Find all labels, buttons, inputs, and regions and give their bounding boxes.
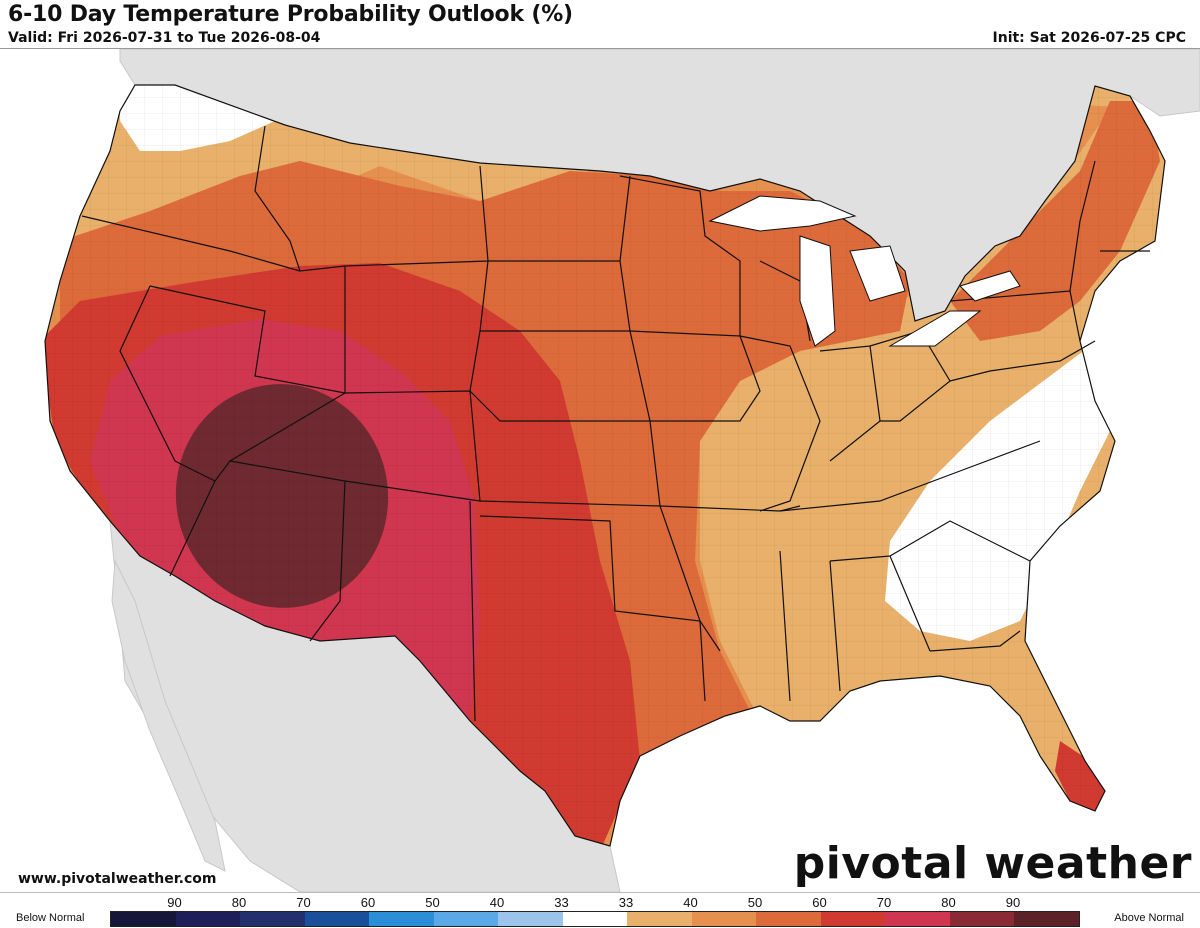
website-url[interactable]: www.pivotalweather.com [18, 871, 217, 887]
legend-swatch [369, 912, 434, 926]
legend-swatch [175, 912, 240, 926]
legend-swatch [304, 912, 369, 926]
legend-swatch [1014, 912, 1079, 926]
legend: Below Normal 90 80 70 60 50 40 33 33 40 50 60 70 80 9… [0, 892, 1200, 928]
baja-land [111, 559, 226, 872]
brand-text: pivotal weather [793, 838, 1192, 889]
legend-tick: 90 [167, 895, 182, 910]
legend-swatch [820, 912, 885, 926]
legend-above-normal: Above Normal [1114, 912, 1184, 924]
legend-tick: 70 [876, 895, 892, 910]
map-canvas[interactable] [0, 48, 1200, 892]
header: 6-10 Day Temperature Probability Outlook… [0, 0, 1200, 48]
legend-tick: 40 [489, 895, 505, 910]
legend-tick: 60 [812, 895, 827, 910]
legend-tick: 90 [1005, 895, 1021, 910]
legend-below-normal: Below Normal [16, 912, 85, 924]
legend-swatch [885, 912, 950, 926]
legend-swatch [627, 912, 692, 926]
legend-tick: 60 [360, 895, 376, 910]
state-borders [44, 84, 1166, 847]
legend-tick: 40 [683, 895, 698, 910]
legend-tick: 50 [747, 895, 763, 910]
brand-logo: pivotal weather [794, 838, 1192, 889]
great-lakes [708, 195, 1021, 347]
legend-tick: 80 [941, 895, 956, 910]
legend-swatch [562, 912, 627, 926]
legend-swatch [498, 912, 563, 926]
legend-swatch [949, 912, 1014, 926]
legend-tick: 33 [618, 895, 634, 910]
legend-tick: 33 [554, 895, 569, 910]
valid-period: Valid: Fri 2026-07-31 to Tue 2026-08-04 [8, 30, 321, 46]
legend-tick: 80 [231, 895, 247, 910]
legend-tick: 50 [425, 895, 440, 910]
legend-swatch [111, 912, 176, 926]
legend-swatch [756, 912, 821, 926]
legend-ticks: 90 80 70 60 50 40 33 33 40 50 60 70 80 90 [110, 895, 1100, 910]
legend-swatch [240, 912, 305, 926]
legend-swatches [110, 911, 1080, 927]
page-title: 6-10 Day Temperature Probability Outlook… [8, 2, 573, 27]
legend-swatch [691, 912, 756, 926]
init-time: Init: Sat 2026-07-25 CPC [992, 30, 1186, 46]
legend-tick: 70 [296, 895, 311, 910]
legend-swatch [433, 912, 498, 926]
